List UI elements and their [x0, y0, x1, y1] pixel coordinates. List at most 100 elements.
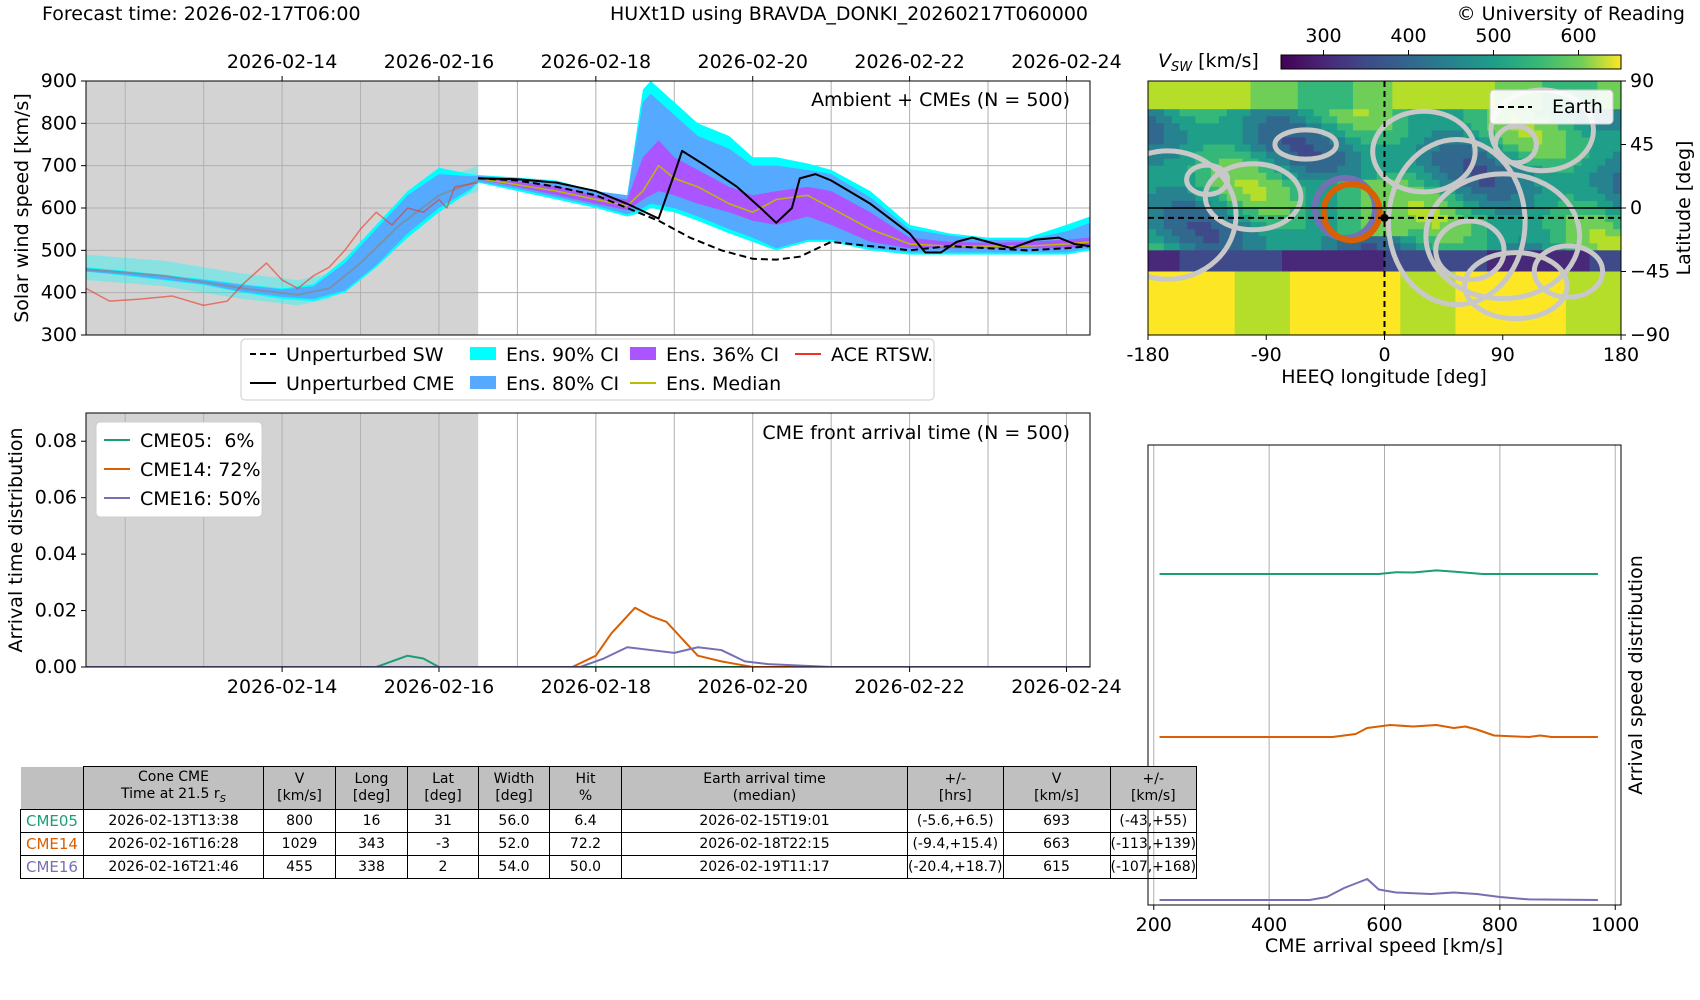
- heatmap-cell: [1416, 236, 1425, 244]
- heatmap-cell: [1613, 95, 1621, 103]
- heatmap-cell: [1179, 109, 1189, 117]
- heatmap-cell: [1557, 130, 1567, 139]
- heatmap-cell: [1455, 278, 1464, 287]
- arrival-speed-series-1: [1159, 724, 1598, 738]
- heatmap-cell: [1352, 285, 1362, 294]
- heatmap-cell: [1313, 102, 1323, 110]
- heatmap-cell: [1439, 285, 1449, 294]
- heatmap-cell: [1384, 292, 1393, 301]
- heatmap-cell: [1565, 222, 1575, 230]
- heatmap-cell: [1329, 306, 1338, 315]
- heatmap-cell: [1510, 193, 1520, 202]
- heatmap-cell: [1447, 123, 1457, 131]
- heatmap-cell: [1589, 144, 1598, 153]
- heatmap-cell: [1321, 102, 1330, 110]
- heatmap-cell: [1321, 158, 1330, 167]
- heatmap-cell: [1195, 109, 1204, 117]
- heatmap-cell: [1187, 215, 1196, 223]
- heatmap-cell: [1565, 271, 1575, 280]
- heatmap-cell: [1337, 299, 1346, 308]
- heatmap-cell: [1250, 102, 1259, 110]
- heatmap-cell: [1392, 229, 1401, 237]
- heatmap-cell: [1502, 236, 1512, 244]
- heatmap-cell: [1534, 327, 1543, 335]
- arrival-series-0: [86, 654, 1090, 667]
- heatmap-cell: [1163, 271, 1173, 280]
- heatmap-cell: [1392, 172, 1401, 181]
- heatmap-cell: [1384, 165, 1393, 174]
- heatmap-cell: [1416, 271, 1425, 280]
- heatmap-cell: [1605, 292, 1614, 301]
- heatmap-cell: [1510, 137, 1520, 146]
- heatmap-cell: [1242, 102, 1252, 110]
- heatmap-cell: [1557, 137, 1567, 146]
- heatmap-cell: [1297, 144, 1307, 153]
- heatmap-cell: [1463, 179, 1472, 188]
- heatmap-cell: [1337, 81, 1346, 89]
- heatmap-cell: [1431, 327, 1441, 335]
- heatmap-cell: [1313, 320, 1323, 329]
- heatmap-cell: [1234, 313, 1244, 322]
- heatmap-cell: [1360, 306, 1370, 315]
- heatmap-cell: [1408, 200, 1417, 209]
- map-ylabel: Latitude [deg]: [1673, 141, 1695, 276]
- heatmap-cell: [1605, 278, 1614, 287]
- heatmap-cell: [1171, 137, 1181, 146]
- heatmap-cell: [1589, 165, 1598, 174]
- speed-series: [86, 81, 1090, 307]
- heatmap-cell: [1163, 215, 1173, 223]
- arrival-yticks: 0.000.020.040.060.08: [35, 430, 86, 678]
- heatmap-cell: [1368, 165, 1378, 174]
- heatmap-cell: [1337, 229, 1346, 237]
- heatmap-cell: [1274, 292, 1283, 301]
- heatmap-cell: [1423, 95, 1433, 103]
- heatmap-cell: [1226, 215, 1236, 223]
- heatmap-cell: [1226, 264, 1236, 273]
- heatmap-cell: [1439, 236, 1449, 244]
- heatmap-cell: [1597, 165, 1606, 174]
- heatmap-cell: [1526, 257, 1535, 266]
- heatmap-cell: [1218, 200, 1228, 209]
- heatmap-cell: [1613, 278, 1621, 287]
- heatmap-cell: [1226, 306, 1236, 315]
- heatmap-cell: [1352, 257, 1362, 266]
- heatmap-cell: [1171, 327, 1181, 335]
- legend-label: ACE RTSW.: [831, 344, 933, 366]
- heatmap-cell: [1439, 88, 1449, 96]
- heatmap-cell: [1360, 292, 1370, 301]
- heatmap-cell: [1518, 327, 1527, 335]
- heatmap-cell: [1218, 299, 1228, 308]
- heatmap-cell: [1392, 102, 1401, 110]
- ytick-label: 90: [1630, 70, 1654, 92]
- heatmap-cell: [1321, 165, 1330, 174]
- heatmap-cell: [1376, 102, 1386, 110]
- heatmap-cell: [1345, 243, 1354, 251]
- heatmap-cell: [1400, 102, 1409, 110]
- speed-legend-box: [240, 338, 935, 401]
- heatmap-cell: [1195, 229, 1204, 237]
- heatmap-cell: [1605, 285, 1614, 294]
- heatmap-cell: [1148, 320, 1157, 329]
- cone-outline: [1370, 108, 1478, 195]
- heatmap-cell: [1321, 285, 1330, 294]
- heatmap-cell: [1550, 81, 1559, 89]
- heatmap-cell: [1589, 243, 1598, 251]
- heatmap-cell: [1218, 144, 1228, 153]
- heatmap-cell: [1439, 327, 1449, 335]
- heatmap-cell: [1589, 193, 1598, 202]
- heatmap-cell: [1439, 81, 1449, 89]
- heatmap-cell: [1266, 236, 1275, 244]
- heatmap-cell: [1518, 271, 1527, 280]
- heatmap-cell: [1297, 271, 1307, 280]
- heatmap-cell: [1195, 102, 1204, 110]
- heatmap-cell: [1565, 172, 1575, 181]
- heatmap-cell: [1360, 313, 1370, 322]
- heatmap-cell: [1447, 320, 1457, 329]
- heatmap-cell: [1605, 215, 1614, 223]
- heatmap-cell: [1597, 229, 1606, 237]
- heatmap-cell: [1360, 320, 1370, 329]
- heatmap-cell: [1392, 292, 1401, 301]
- ytick-label: 600: [41, 197, 77, 219]
- heatmap-cell: [1321, 306, 1330, 315]
- heatmap-cell: [1155, 215, 1165, 223]
